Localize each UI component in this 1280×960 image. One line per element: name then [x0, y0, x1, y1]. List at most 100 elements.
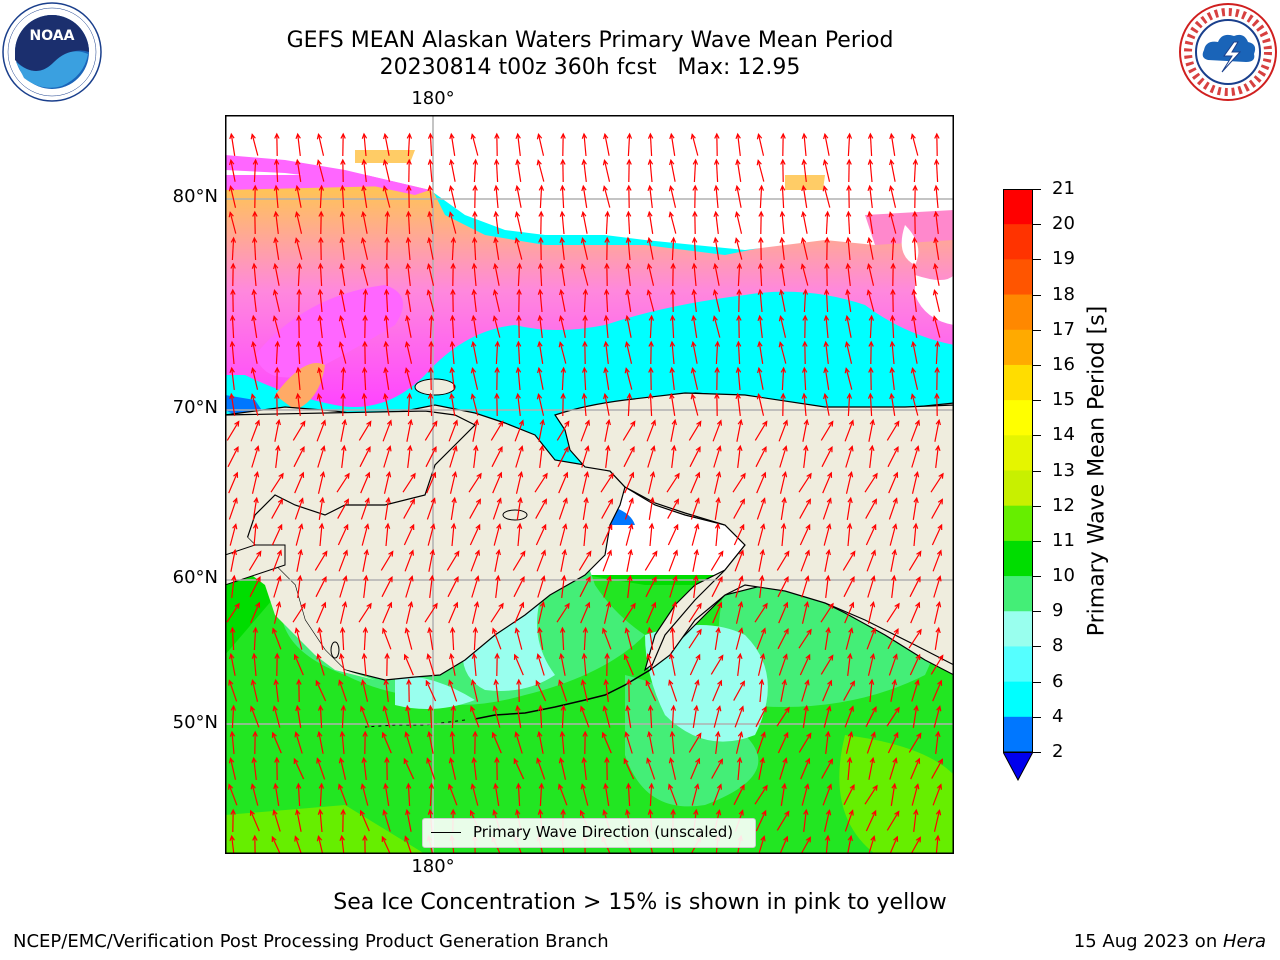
wave-vector	[559, 342, 567, 364]
wave-vector-head	[756, 159, 762, 166]
wave-vector-head	[341, 444, 347, 452]
wave-vector-head	[605, 418, 611, 426]
wave-vector	[649, 315, 653, 339]
wave-vector-head	[781, 678, 787, 686]
wave-vector	[516, 186, 522, 208]
wave-vector-head	[648, 340, 654, 347]
wave-vector-head	[362, 730, 368, 737]
wave-vector	[273, 706, 281, 728]
wave-vector-head	[317, 730, 323, 738]
wave-vector	[689, 446, 701, 468]
wave-vector	[869, 679, 873, 703]
wave-vector	[671, 237, 675, 261]
wave-vector	[407, 783, 411, 807]
wave-vector-head	[338, 783, 344, 790]
wave-vector-head	[472, 158, 479, 165]
wave-vector-head	[448, 783, 454, 790]
wave-vector-head	[518, 445, 524, 452]
wave-vector	[648, 628, 654, 650]
wave-vector	[692, 550, 698, 572]
wave-vector	[890, 680, 896, 702]
wave-vector-head	[759, 756, 765, 764]
wave-vector	[887, 446, 899, 468]
wave-vector-head	[669, 366, 675, 374]
wave-vector-head	[296, 314, 302, 321]
wave-vector-head	[234, 420, 240, 427]
wave-vector	[275, 212, 279, 234]
wave-vector	[405, 732, 413, 754]
wave-vector-head	[937, 498, 943, 505]
wave-vector-head	[448, 679, 454, 686]
wave-vector	[493, 316, 501, 338]
wave-vector-head	[251, 236, 258, 243]
legend-line-sample	[431, 832, 461, 833]
wave-vector	[713, 316, 721, 338]
wave-vector	[821, 759, 833, 779]
colorbar-segment	[1003, 576, 1033, 612]
wave-vector	[847, 523, 851, 547]
colorbar-tick-label: 21	[1052, 178, 1075, 199]
wave-vector-head	[405, 288, 411, 296]
wave-vector	[275, 159, 279, 183]
wave-vector	[737, 654, 741, 676]
wave-vector	[627, 133, 631, 157]
wave-vector-head	[405, 210, 412, 217]
wave-vector-head	[234, 602, 240, 609]
wave-vector-head	[271, 835, 277, 843]
wave-vector-head	[868, 366, 874, 373]
wave-vector	[866, 628, 876, 650]
wave-vector-head	[781, 470, 788, 478]
wave-vector	[516, 706, 522, 728]
wave-vector	[341, 211, 345, 235]
wave-vector-head	[717, 575, 723, 583]
wave-vector	[714, 498, 720, 520]
wave-vector-head	[296, 262, 303, 269]
wave-vector-head	[780, 366, 787, 373]
wave-vector	[930, 473, 944, 493]
wave-vector-head	[805, 757, 811, 764]
wave-vector	[823, 186, 831, 208]
wave-vector	[472, 342, 478, 364]
wave-vector-head	[934, 392, 940, 399]
wave-vector	[821, 446, 833, 468]
wave-vector	[251, 446, 259, 468]
wave-vector-head	[453, 601, 459, 608]
wave-vector-head	[734, 210, 741, 218]
wave-vector	[931, 524, 943, 546]
wave-vector-head	[889, 314, 896, 321]
wave-vector-head	[692, 210, 698, 217]
wave-vector	[296, 160, 302, 182]
wave-vector-head	[472, 210, 478, 217]
wave-vector-head	[493, 262, 499, 270]
wave-vector-head	[803, 418, 809, 426]
wave-vector-head	[432, 420, 438, 427]
wave-vector-head	[513, 757, 519, 765]
wave-vector	[626, 316, 632, 338]
wave-vector-head	[630, 602, 636, 609]
wave-vector	[891, 315, 895, 339]
wave-vector-head	[627, 548, 633, 556]
wave-vector-head	[295, 132, 301, 140]
wave-vector	[886, 707, 900, 727]
wave-vector-head	[914, 783, 920, 790]
wave-vector-head	[343, 523, 349, 531]
wave-vector	[715, 185, 719, 209]
wave-vector	[492, 732, 502, 754]
wave-vector	[538, 420, 544, 442]
wave-vector-head	[580, 236, 587, 244]
wave-vector	[601, 499, 613, 519]
wave-vector-head	[360, 705, 366, 712]
wave-vector-head	[250, 783, 256, 790]
wave-vector	[341, 446, 345, 468]
wave-vector-head	[229, 392, 235, 400]
colorbar-tick-mark	[1033, 505, 1041, 507]
wave-vector	[759, 289, 763, 313]
wave-vector-head	[891, 678, 897, 686]
wave-vector	[319, 289, 323, 313]
wave-vector-head	[890, 262, 896, 269]
wave-vector-head	[806, 472, 812, 479]
wave-vector	[869, 159, 873, 183]
wave-vector-head	[603, 340, 609, 348]
wave-vector	[495, 680, 499, 702]
wave-vector-head	[539, 444, 545, 452]
